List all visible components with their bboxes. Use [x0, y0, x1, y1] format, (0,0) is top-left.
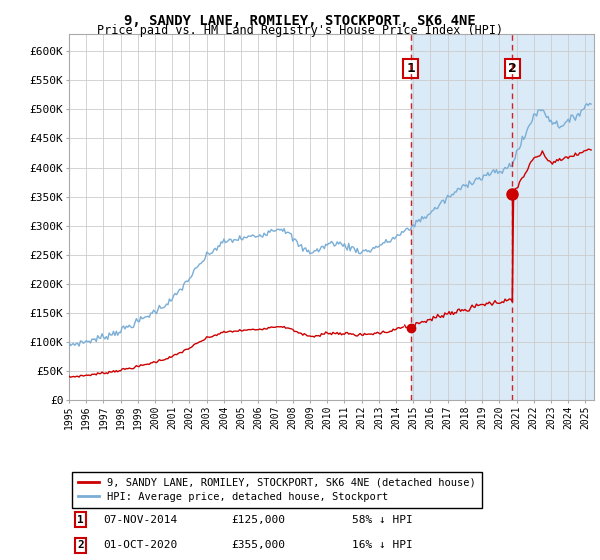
Text: £125,000: £125,000 — [232, 515, 286, 525]
Text: 2: 2 — [77, 540, 84, 550]
Text: 9, SANDY LANE, ROMILEY, STOCKPORT, SK6 4NE: 9, SANDY LANE, ROMILEY, STOCKPORT, SK6 4… — [124, 14, 476, 28]
Legend: 9, SANDY LANE, ROMILEY, STOCKPORT, SK6 4NE (detached house), HPI: Average price,: 9, SANDY LANE, ROMILEY, STOCKPORT, SK6 4… — [71, 472, 482, 508]
Text: £355,000: £355,000 — [232, 540, 286, 550]
Text: 2: 2 — [508, 62, 517, 75]
Bar — [411, 34, 600, 400]
Text: 58% ↓ HPI: 58% ↓ HPI — [353, 515, 413, 525]
Text: 07-NOV-2014: 07-NOV-2014 — [103, 515, 178, 525]
Text: 01-OCT-2020: 01-OCT-2020 — [103, 540, 178, 550]
Text: Price paid vs. HM Land Registry's House Price Index (HPI): Price paid vs. HM Land Registry's House … — [97, 24, 503, 37]
Text: 1: 1 — [406, 62, 415, 75]
Text: 16% ↓ HPI: 16% ↓ HPI — [353, 540, 413, 550]
Text: 1: 1 — [77, 515, 84, 525]
